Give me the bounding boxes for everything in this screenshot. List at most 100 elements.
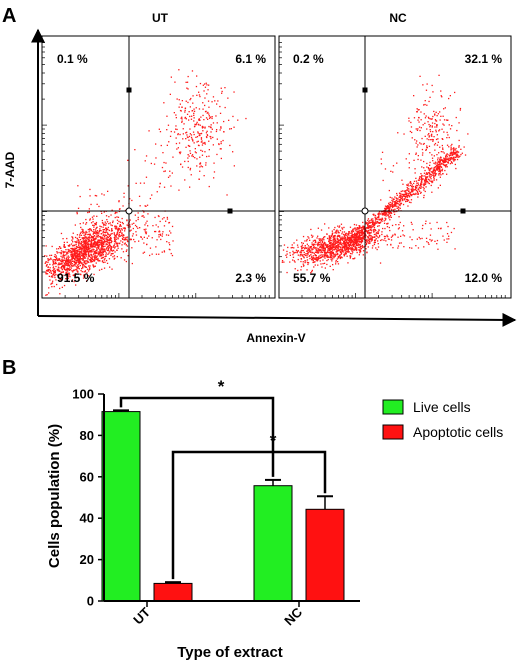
flow-dot bbox=[80, 234, 83, 236]
flow-dot bbox=[374, 241, 376, 244]
flow-dot bbox=[443, 163, 445, 165]
flow-dot bbox=[118, 235, 120, 237]
flow-dot bbox=[415, 153, 417, 155]
flow-dot bbox=[126, 224, 128, 226]
flow-dot bbox=[356, 239, 359, 241]
flow-dot bbox=[374, 240, 376, 242]
flow-dot bbox=[324, 244, 326, 246]
flow-dot bbox=[381, 231, 383, 233]
flow-dot bbox=[393, 211, 395, 213]
flow-dot bbox=[370, 239, 372, 241]
flow-dot bbox=[443, 119, 446, 121]
flow-dot bbox=[368, 222, 370, 224]
flow-dot bbox=[334, 236, 336, 238]
flow-dot bbox=[72, 255, 74, 257]
flow-dot bbox=[395, 204, 397, 206]
flow-dot bbox=[88, 229, 91, 231]
flow-dot bbox=[417, 155, 419, 157]
flow-dot bbox=[82, 256, 85, 258]
flow-dot bbox=[80, 249, 82, 251]
flow-dot bbox=[73, 269, 75, 271]
flow-dot bbox=[316, 237, 318, 239]
flow-dot bbox=[363, 226, 365, 228]
flow-dot bbox=[431, 126, 433, 128]
flow-dot bbox=[428, 172, 431, 174]
flow-dot bbox=[58, 269, 60, 271]
quadrant-right-handle bbox=[227, 208, 233, 214]
flow-dot bbox=[90, 239, 93, 241]
flow-dot bbox=[82, 246, 85, 249]
flow-dot bbox=[355, 238, 357, 240]
flow-dot bbox=[335, 240, 337, 242]
flow-dot bbox=[191, 155, 193, 157]
flow-dot bbox=[159, 131, 162, 133]
flow-dot bbox=[206, 112, 208, 114]
flow-dot bbox=[163, 225, 166, 227]
flow-dot bbox=[328, 249, 330, 252]
flow-dot bbox=[158, 236, 160, 238]
flow-dot bbox=[328, 256, 330, 258]
flow-dot bbox=[354, 232, 356, 234]
flow-dot bbox=[115, 241, 117, 243]
flow-dot bbox=[419, 187, 421, 189]
flow-dot bbox=[384, 209, 386, 211]
flow-dot bbox=[424, 183, 426, 186]
flow-dot bbox=[68, 268, 71, 270]
flow-dot bbox=[317, 235, 319, 237]
flow-dot bbox=[444, 158, 446, 160]
flow-dot bbox=[137, 218, 139, 221]
flow-dot bbox=[59, 273, 61, 276]
flow-dot bbox=[325, 254, 327, 256]
flow-dot bbox=[364, 240, 367, 242]
flow-dot bbox=[101, 252, 103, 255]
flow-dot bbox=[96, 244, 98, 246]
flow-dot bbox=[329, 247, 331, 249]
flow-dot bbox=[187, 75, 189, 78]
flow-dot bbox=[382, 227, 384, 230]
flow-dot bbox=[165, 234, 168, 236]
flow-dot bbox=[213, 177, 215, 179]
flow-dot bbox=[160, 144, 162, 147]
flow-dot bbox=[316, 247, 318, 249]
flow-dot bbox=[438, 173, 440, 175]
flow-dot bbox=[210, 124, 212, 126]
flow-dot bbox=[223, 120, 225, 123]
legend-label-apoptotic: Apoptotic cells bbox=[413, 424, 503, 440]
flow-dot bbox=[350, 248, 352, 251]
flow-dot bbox=[356, 251, 358, 254]
flow-dot bbox=[436, 162, 438, 164]
flow-dot bbox=[79, 195, 81, 198]
flow-dot bbox=[100, 237, 102, 239]
flow-dot bbox=[189, 152, 192, 154]
flow-dot bbox=[415, 187, 417, 190]
flow-dot bbox=[325, 255, 327, 257]
flow-dot bbox=[360, 247, 362, 250]
flow-dot bbox=[156, 191, 158, 193]
flow-dot bbox=[80, 269, 82, 272]
flow-dot bbox=[419, 129, 421, 132]
flow-dot bbox=[85, 260, 87, 262]
flow-dot bbox=[392, 200, 394, 203]
flow-dot bbox=[459, 107, 462, 110]
flow-dot bbox=[385, 207, 387, 209]
flow-dot bbox=[55, 273, 57, 276]
flow-dot bbox=[71, 258, 73, 260]
flow-dot bbox=[328, 238, 330, 240]
flow-dot bbox=[84, 249, 87, 251]
flow-dot bbox=[397, 247, 399, 249]
flow-dot bbox=[219, 112, 222, 114]
flow-dot bbox=[357, 230, 359, 232]
flow-dot bbox=[429, 129, 431, 131]
flow-dot bbox=[74, 255, 76, 257]
flow-dot bbox=[365, 241, 367, 244]
flow-dot bbox=[366, 252, 368, 254]
flow-dot bbox=[158, 234, 160, 236]
flow-dot bbox=[333, 249, 335, 251]
flow-dot bbox=[74, 257, 76, 259]
flow-dot bbox=[324, 249, 326, 251]
flow-dot bbox=[90, 242, 92, 244]
flow-dot bbox=[334, 240, 336, 243]
flow-dot bbox=[71, 250, 73, 253]
flow-dot bbox=[83, 231, 85, 233]
flow-dot bbox=[116, 231, 118, 234]
